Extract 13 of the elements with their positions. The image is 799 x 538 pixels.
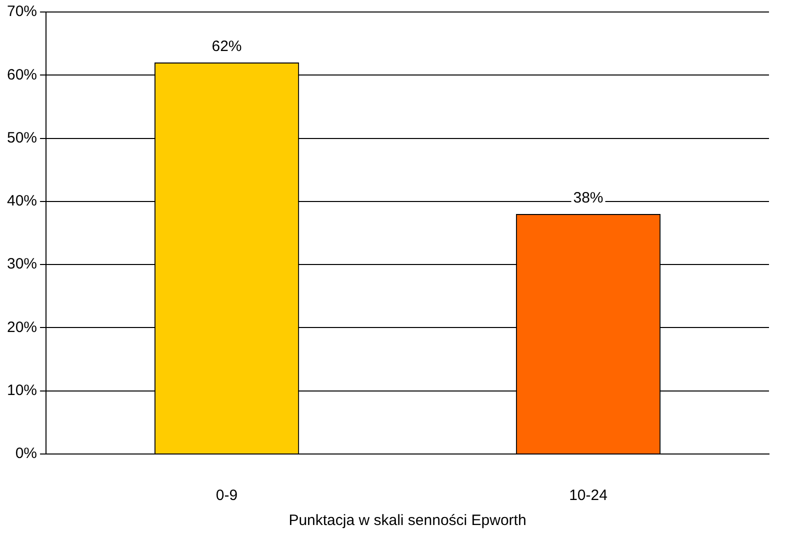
x-tick-label: 10-24 [569, 487, 608, 504]
y-tick-label: 60% [6, 66, 38, 84]
y-tick-label: 40% [6, 192, 38, 210]
y-tick-label: 50% [6, 129, 38, 146]
y-tick-label: 10% [6, 382, 38, 399]
x-axis-title: Punktacja w skali senności Epworth [288, 512, 526, 530]
data-label: 62% [212, 38, 242, 56]
y-tick-label: 0% [15, 445, 38, 462]
y-tick-label: 20% [6, 318, 38, 336]
data-label: 38% [573, 190, 604, 207]
x-tick-label: 0-9 [216, 487, 238, 504]
y-tick-label: 70% [6, 3, 38, 20]
y-tick-label: 30% [6, 256, 38, 273]
